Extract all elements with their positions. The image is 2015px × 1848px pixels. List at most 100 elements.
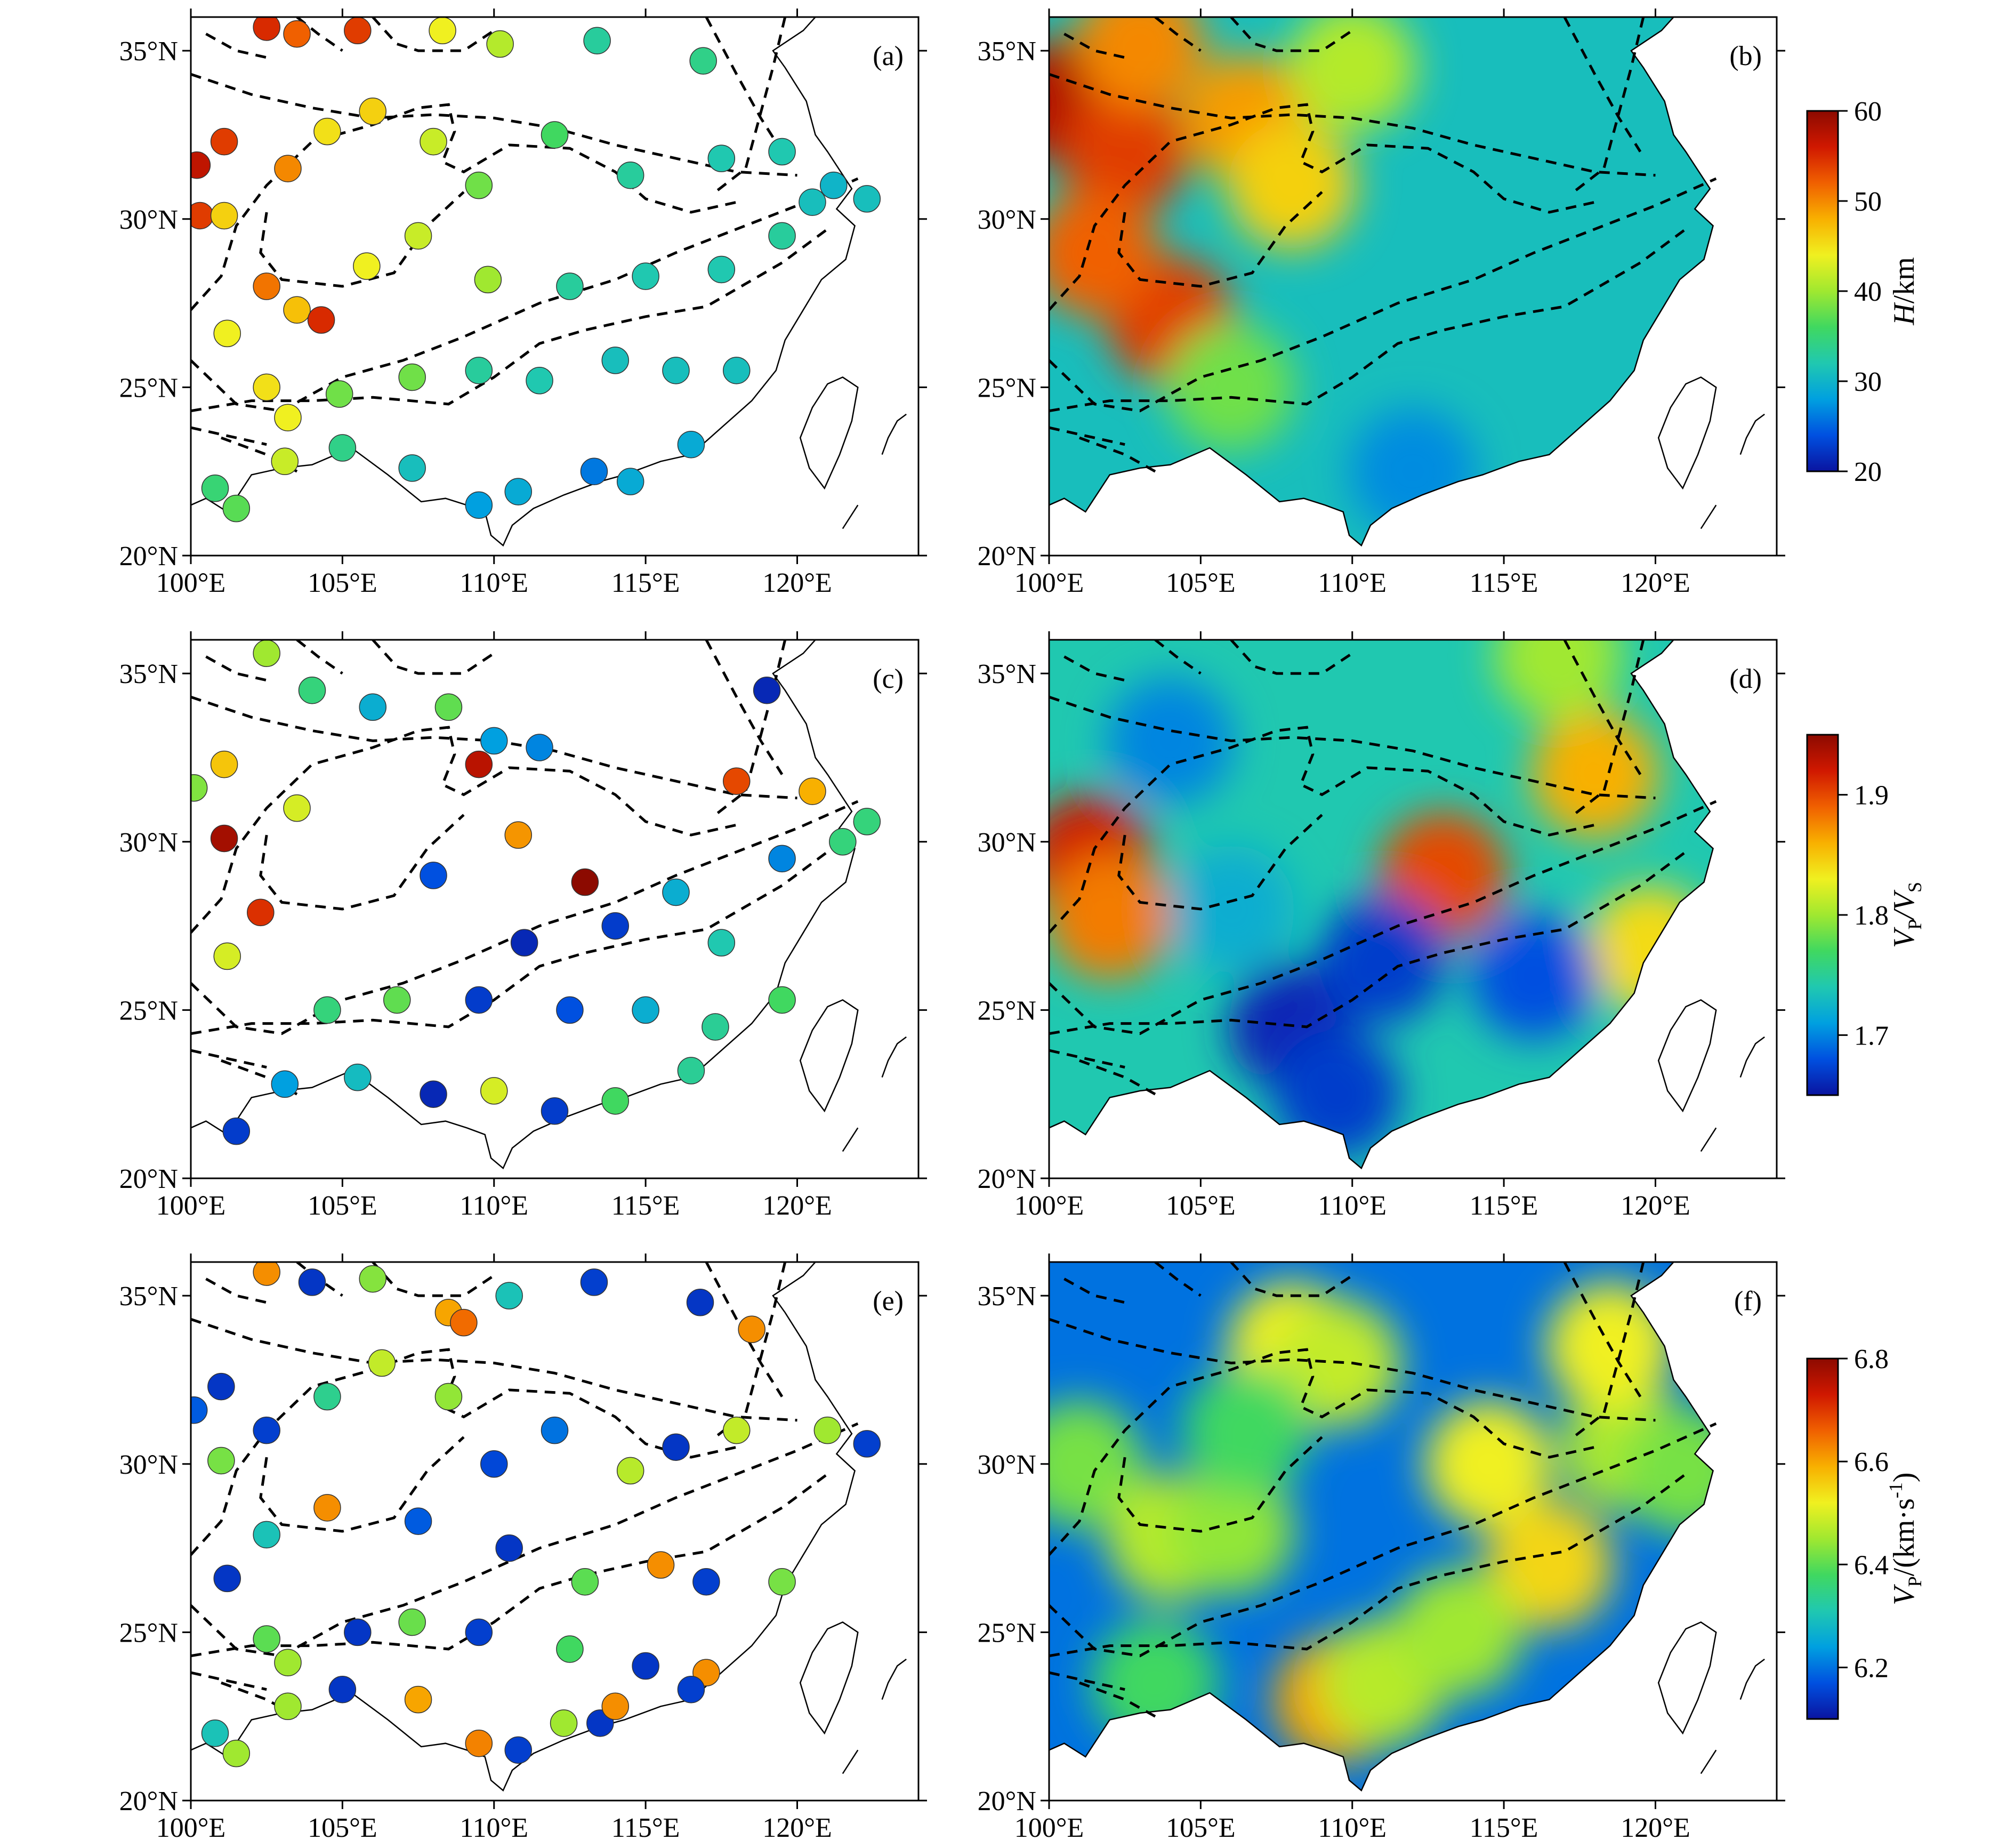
tectonic-boundary [191, 73, 797, 177]
colorbar-tick-label: 6.4 [1854, 1550, 1889, 1580]
lon-tick-label: 120°E [1621, 1813, 1690, 1843]
lon-tick-label: 100°E [1014, 568, 1084, 598]
tectonic-boundary [1049, 228, 1687, 413]
trench-line [1700, 1127, 1717, 1152]
station-marker [222, 1117, 251, 1145]
colorbar-2-label: VP/VS [1888, 882, 1925, 948]
station-marker [253, 1625, 280, 1653]
station-marker [571, 868, 599, 896]
lon-tick-label: 115°E [611, 568, 680, 598]
station-marker [647, 1551, 675, 1579]
station-marker [504, 821, 532, 849]
colorbar-tick-label: 6.2 [1854, 1653, 1889, 1683]
lat-tick-label: 30°N [119, 205, 178, 235]
coastline [1049, 1262, 1714, 1792]
station-marker [632, 996, 659, 1024]
station-marker [210, 127, 238, 156]
station-marker [723, 357, 751, 384]
taiwan-outline [1657, 1621, 1717, 1735]
lat-tick-label: 20°N [119, 541, 178, 572]
lat-tick-label: 35°N [978, 1281, 1036, 1312]
station-marker [253, 1262, 280, 1286]
tectonic-boundary [1049, 1049, 1125, 1069]
tectonic-boundary [205, 33, 267, 59]
heatmap-anomaly [1485, 1501, 1614, 1629]
tectonic-boundary [1049, 73, 1656, 177]
heatmap-anomaly [1049, 188, 1159, 317]
heatmap-anomaly [1167, 845, 1295, 973]
tectonic-boundary [1230, 640, 1353, 675]
panel-b: 100°E 105°E 110°E 115°E 120°E 20°N 25°N 30°N 35°… [978, 9, 1785, 598]
tectonic-boundary [1154, 640, 1202, 675]
station-marker [201, 475, 229, 502]
lat-tick-label: 20°N [978, 541, 1036, 572]
lat-tick-label: 25°N [978, 1618, 1036, 1648]
panel-label: (a) [873, 41, 904, 71]
panel-frame [1048, 16, 1778, 557]
station-marker [201, 1720, 229, 1747]
lon-tick-label: 120°E [762, 1813, 832, 1843]
station-marker [274, 1649, 302, 1676]
panel-frame [190, 1261, 920, 1802]
station-marker [313, 1383, 341, 1411]
station-marker [707, 929, 736, 957]
lat-tick-label: 20°N [978, 1786, 1036, 1817]
station-marker [541, 1097, 569, 1125]
station-marker [207, 1447, 235, 1475]
station-marker [420, 1080, 447, 1108]
station-marker [344, 17, 372, 44]
tectonic-boundary [1049, 426, 1125, 446]
station-marker [702, 1013, 729, 1041]
tectonic-boundary [191, 1049, 267, 1069]
station-marker [253, 1521, 280, 1549]
station-marker [580, 1268, 608, 1296]
lon-tick-label: 115°E [1470, 1191, 1538, 1221]
tectonic-boundary [259, 814, 465, 911]
coastline [191, 17, 856, 547]
heatmap-anomaly [1288, 17, 1416, 132]
trench-line [881, 1036, 907, 1078]
station-marker [829, 828, 857, 856]
tectonic-boundary [1117, 191, 1323, 288]
station-marker [480, 727, 508, 755]
station-marker [274, 1692, 302, 1720]
station-marker [768, 1568, 796, 1596]
lon-tick-label: 110°E [460, 1813, 528, 1843]
colorbar-1-ramp [1806, 110, 1839, 472]
station-marker [853, 1430, 881, 1458]
station-marker [404, 1507, 432, 1535]
lon-tick-label: 120°E [762, 1191, 832, 1221]
colorbar-crustal-thickness: H/km 20 30 40 50 60 [1806, 97, 1921, 487]
tectonic-boundary [1573, 17, 1645, 194]
heatmap-field [1049, 1262, 1713, 1791]
station-marker [450, 1308, 478, 1337]
station-marker [601, 1087, 629, 1115]
tectonic-boundary [1563, 640, 1642, 775]
station-marker [853, 808, 881, 835]
tectonic-boundary [1049, 1422, 1717, 1658]
tectonic-boundary [1049, 177, 1717, 413]
colorbar-tick-label: 1.7 [1854, 1021, 1889, 1051]
station-marker [768, 845, 796, 873]
station-marker [359, 98, 386, 125]
colorbar-2-ramp [1806, 734, 1839, 1096]
lon-tick-label: 110°E [1318, 1813, 1387, 1843]
station-marker [556, 996, 584, 1024]
colorbar-vpvs: VP/VS 1.7 1.8 1.9 [1806, 734, 1925, 1096]
station-marker [353, 252, 381, 280]
station-marker [495, 1282, 523, 1309]
colorbar-tick-label: 6.8 [1854, 1344, 1889, 1375]
station-marker [465, 750, 493, 778]
colorbar-tick-label: 1.9 [1854, 781, 1889, 811]
heatmap-field [1049, 640, 1713, 1169]
station-marker [738, 1315, 765, 1343]
station-marker [222, 494, 251, 523]
lat-tick-label: 35°N [978, 659, 1036, 689]
station-marker [799, 777, 826, 805]
lon-tick-label: 110°E [460, 568, 528, 598]
panel-e: 100°E 105°E 110°E 115°E 120°E 20°N 25°N 30°N 35°… [119, 1254, 927, 1843]
station-marker [283, 296, 311, 324]
station-marker [632, 1652, 659, 1680]
tectonic-boundary [1049, 1348, 1595, 1556]
